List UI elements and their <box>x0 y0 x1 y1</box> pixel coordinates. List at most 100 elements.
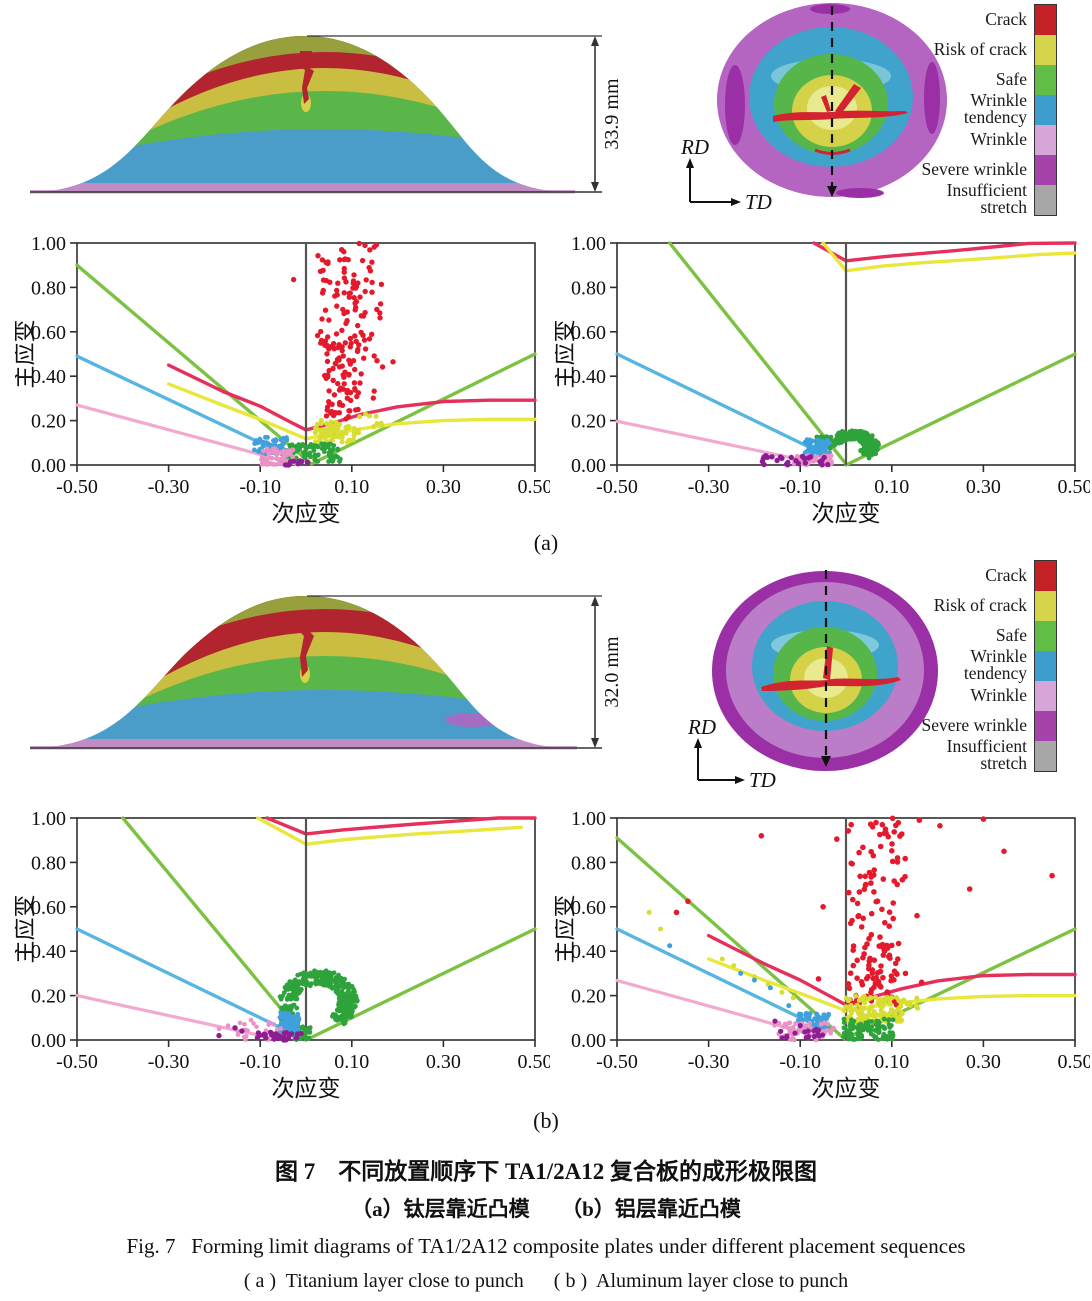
legend-label-severe-wrinkle: Severe wrinkle <box>921 158 1027 179</box>
line-safe-limit-left <box>75 263 314 466</box>
svg-text:1.00: 1.00 <box>31 808 66 830</box>
legend-label-wrinkle-tendency: Wrinkle tendency <box>963 646 1027 683</box>
legend-b: Crack Risk of crack Safe Wrinkle tendency Wr… <box>916 560 1057 772</box>
svg-text:0.10: 0.10 <box>874 1051 909 1073</box>
scatter-risk-points <box>312 411 385 446</box>
line-safe-limit-right <box>309 352 537 466</box>
svg-text:-0.30: -0.30 <box>148 476 190 498</box>
legend-label-risk-of-crack: Risk of crack <box>933 594 1027 615</box>
legend-label-wrinkle-tendency: Wrinkle tendency <box>963 90 1027 127</box>
x-axis-label: 次应变 <box>812 1076 881 1101</box>
svg-text:1.00: 1.00 <box>571 808 606 830</box>
svg-text:-0.30: -0.30 <box>148 1051 190 1073</box>
line-wrinkle-tendency-line <box>615 352 820 453</box>
svg-text:0.20: 0.20 <box>571 986 606 1008</box>
line-flc-crack <box>166 363 537 432</box>
limit-lines <box>615 241 1077 467</box>
scatter-crack-points <box>290 240 396 439</box>
disc-a-severe-blob-right <box>924 62 940 134</box>
dome-b-wrinkle-patch <box>445 713 501 727</box>
dim-arrow-down-a <box>591 182 599 192</box>
caption-zh-title: 图 7 不同放置顺序下 TA1/2A12 复合板的成形极限图 <box>275 1159 817 1184</box>
svg-text:-0.30: -0.30 <box>688 1051 730 1073</box>
x-axis-label: 次应变 <box>272 501 341 526</box>
line-flc-risk <box>706 957 1077 1013</box>
svg-text:0.30: 0.30 <box>426 1051 461 1073</box>
disc-a-severe-blob-bottom <box>836 188 884 198</box>
caption-zh-sub: （a）钛层靠近凸模 （b）铝层靠近凸模 <box>351 1197 741 1221</box>
legend-swatch-crack <box>1035 5 1056 35</box>
scatter-severe-points <box>772 1018 826 1041</box>
svg-text:0.80: 0.80 <box>571 277 606 299</box>
dome-a-wrinkle-base <box>40 183 561 192</box>
rd-arrow-b <box>694 738 702 748</box>
dome-height-label-a: 33.9 mm <box>601 78 623 150</box>
line-wrinkle-tendency-line <box>615 927 817 1027</box>
legend-swatch-wrinkle <box>1035 125 1056 155</box>
disc-a-crack-arm <box>835 84 861 114</box>
limit-lines <box>75 263 537 466</box>
dome-height-label-b: 32.0 mm <box>601 636 623 708</box>
x-axis-label: 次应变 <box>272 1076 341 1101</box>
legend-swatch-insufficient-stretch <box>1035 741 1056 771</box>
svg-text:0.60: 0.60 <box>31 897 66 919</box>
line-wrinkle-tendency-line <box>75 354 269 448</box>
fld-chart-b-right: -0.50 -0.30 -0.10 0.10 0.30 0.50 0.00 0.20 0.40 0… <box>555 808 1090 1101</box>
svg-text:0.40: 0.40 <box>571 941 606 963</box>
svg-text:0.20: 0.20 <box>31 411 66 433</box>
fld-chart-a-left: -0.50 -0.30 -0.10 0.10 0.30 0.50 0.00 0.20 0.40 0… <box>15 233 550 526</box>
section-arrow-b <box>821 756 831 767</box>
x-axis-label: 次应变 <box>812 501 881 526</box>
svg-text:0.60: 0.60 <box>31 322 66 344</box>
dim-arrow-up-a <box>591 36 599 46</box>
legend-a-colorbar <box>1034 4 1057 216</box>
svg-text:0.60: 0.60 <box>571 897 606 919</box>
rd-axis-label-a: RD <box>680 135 709 159</box>
svg-text:0.00: 0.00 <box>31 1030 66 1052</box>
line-wrinkle-line <box>615 419 809 463</box>
scatter-severe-points <box>282 458 311 468</box>
legend-b-colorbar <box>1034 560 1057 772</box>
legend-a: Crack Risk of crack Safe Wrinkle tendency Wr… <box>916 4 1057 216</box>
y-axis-label: 主应变 <box>555 895 577 964</box>
dome-b-crack <box>298 612 314 677</box>
legend-label-crack: Crack <box>985 564 1027 585</box>
legend-swatch-insufficient-stretch <box>1035 185 1056 215</box>
svg-text:0.50: 0.50 <box>518 1051 551 1073</box>
legend-swatch-crack <box>1035 561 1056 591</box>
y-axis-label: 主应变 <box>15 320 37 389</box>
panel-label-b: (b) <box>533 1108 559 1133</box>
legend-label-safe: Safe <box>995 68 1027 89</box>
svg-text:0.80: 0.80 <box>571 852 606 874</box>
panel-label-a: (a) <box>533 530 559 555</box>
svg-text:0.10: 0.10 <box>334 476 369 498</box>
scatter-severe-points <box>759 453 831 468</box>
svg-text:1.00: 1.00 <box>31 233 66 255</box>
svg-text:0.20: 0.20 <box>571 411 606 433</box>
svg-text:-0.30: -0.30 <box>688 476 730 498</box>
top-view-b: RD TD <box>687 570 938 792</box>
svg-text:0.10: 0.10 <box>334 1051 369 1073</box>
svg-text:0.30: 0.30 <box>966 1051 1001 1073</box>
scatter-safe-points <box>277 968 360 1042</box>
side-view-dome-a: 33.9 mm <box>30 35 623 194</box>
scatter-crack-points <box>673 815 1055 1009</box>
line-safe-limit-left <box>667 241 847 465</box>
td-arrow-b <box>735 776 745 784</box>
td-axis-label-a: TD <box>745 190 772 214</box>
legend-swatch-wrinkle <box>1035 681 1056 711</box>
scatter-wrinkle-points <box>259 446 297 467</box>
svg-text:0.80: 0.80 <box>31 852 66 874</box>
axes: -0.50 -0.30 -0.10 0.10 0.30 0.50 0.00 0.20 0.40 0… <box>571 808 1090 1073</box>
caption-en-sub: ( a ) Titanium layer close to punch ( b … <box>243 1270 849 1292</box>
fld-chart-b-left: -0.50 -0.30 -0.10 0.10 0.30 0.50 0.00 0.20 0.40 0… <box>15 808 551 1101</box>
svg-text:-0.10: -0.10 <box>239 476 281 498</box>
legend-swatch-safe <box>1035 65 1056 95</box>
svg-text:-0.10: -0.10 <box>779 1051 821 1073</box>
disc-a-severe-blob-left <box>725 65 745 145</box>
line-wrinkle-tendency-line <box>75 927 286 1032</box>
svg-text:0.00: 0.00 <box>571 1030 606 1052</box>
dome-b-bands <box>40 596 563 748</box>
svg-text:0.00: 0.00 <box>571 455 606 477</box>
